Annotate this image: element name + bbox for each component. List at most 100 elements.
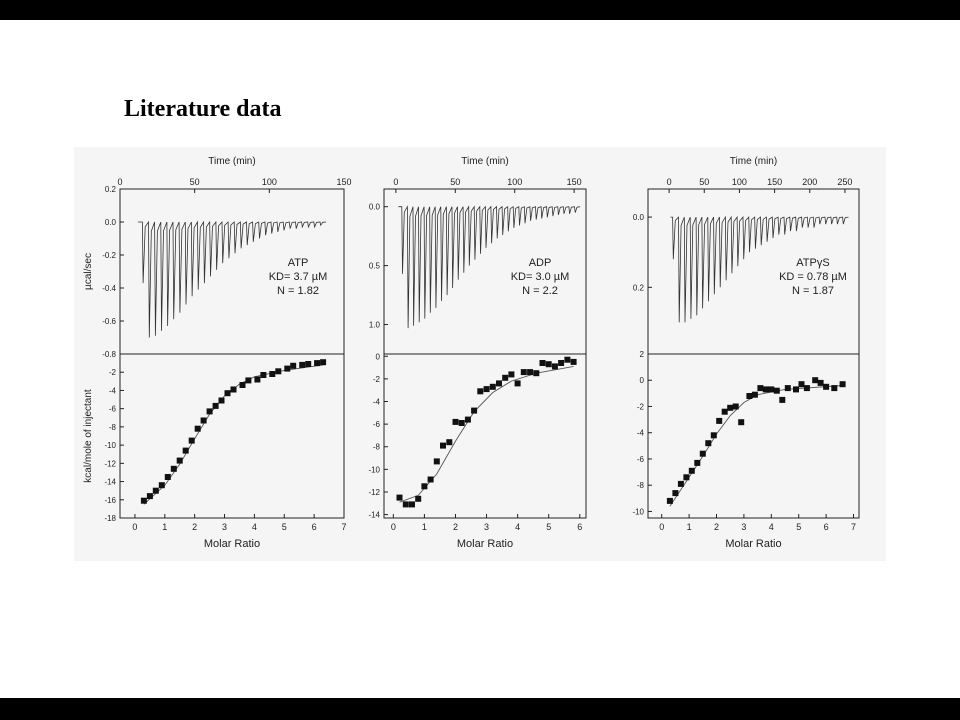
kd-value: KD= 3.0 µM — [511, 271, 570, 283]
raw-heat-trace — [137, 220, 327, 338]
x-tick-label: 250 — [837, 177, 852, 187]
data-point — [508, 371, 515, 378]
y-tick-label: -6 — [637, 455, 645, 464]
bottom-y-axis-label: kcal/mole of injectant — [83, 389, 94, 483]
y-tick-label: -8 — [637, 481, 645, 490]
data-point — [677, 480, 684, 487]
data-point — [170, 465, 177, 472]
y-tick-label: -16 — [104, 496, 116, 505]
x-tick-label: 0 — [393, 177, 398, 187]
y-tick-label: -0.8 — [102, 350, 116, 359]
data-point — [471, 407, 478, 414]
data-point — [446, 439, 453, 446]
data-point — [751, 391, 758, 398]
x-tick-label: 6 — [577, 522, 582, 532]
data-point — [433, 458, 440, 465]
y-tick-label: -0.6 — [102, 317, 116, 326]
integrated-panel-frame — [119, 353, 345, 519]
data-point — [230, 386, 237, 393]
data-point — [206, 408, 213, 415]
y-tick-label: -10 — [632, 507, 644, 516]
data-point — [218, 397, 225, 404]
y-tick-label: -4 — [373, 398, 381, 407]
x-tick-label: 4 — [515, 522, 520, 532]
y-tick-label: -10 — [368, 465, 380, 474]
top-y-axis-label: µcal/sec — [83, 253, 94, 290]
data-point — [672, 490, 679, 497]
data-point — [140, 497, 147, 504]
x-tick-label: 2 — [714, 522, 719, 532]
data-point — [570, 358, 577, 365]
data-point — [533, 370, 540, 377]
x-tick-label: 50 — [190, 177, 200, 187]
data-point — [699, 450, 706, 457]
y-tick-label: -6 — [373, 420, 381, 429]
data-point — [793, 386, 799, 393]
data-point — [284, 365, 291, 372]
data-point — [784, 385, 791, 392]
x-tick-label: 4 — [252, 522, 257, 532]
ligand-label: ATP — [288, 257, 309, 269]
data-point — [738, 419, 745, 426]
x-tick-label: 0 — [391, 522, 396, 532]
y-tick-label: 0.0 — [369, 203, 381, 212]
y-tick-label: -8 — [109, 423, 117, 432]
data-point — [757, 385, 764, 392]
x-tick-label: 7 — [341, 522, 346, 532]
y-tick-label: -4 — [637, 429, 645, 438]
data-point — [409, 501, 415, 508]
x-tick-label: 7 — [851, 522, 856, 532]
y-tick-label: -10 — [104, 441, 116, 450]
x-tick-label: 100 — [262, 177, 277, 187]
data-point — [305, 361, 312, 367]
x-tick-label: 0 — [659, 522, 664, 532]
y-tick-label: 0.0 — [105, 218, 117, 227]
y-tick-label: 0.2 — [105, 185, 117, 194]
integrated-panel-frame — [383, 353, 587, 519]
data-point — [762, 386, 769, 393]
data-point — [269, 371, 276, 377]
data-point — [527, 369, 534, 376]
y-tick-label: -2 — [109, 368, 117, 377]
y-tick-label: 0 — [640, 376, 645, 385]
x-tick-label: 0 — [117, 177, 122, 187]
y-tick-label: -2 — [373, 375, 381, 384]
x-tick-label: 3 — [484, 522, 489, 532]
bottom-x-axis-label: Molar Ratio — [204, 538, 260, 550]
data-point — [798, 381, 805, 388]
raw-heat-trace — [398, 205, 581, 329]
data-point — [551, 363, 558, 370]
data-point — [564, 356, 571, 363]
data-point — [458, 420, 465, 426]
data-point — [558, 360, 565, 366]
bottom-black-bar — [0, 698, 960, 720]
x-tick-label: 5 — [796, 522, 801, 532]
data-point — [396, 494, 403, 501]
y-tick-label: 0.0 — [633, 213, 645, 222]
data-point — [152, 487, 159, 494]
data-point — [290, 362, 297, 369]
y-tick-label: -18 — [104, 514, 116, 523]
data-point — [254, 376, 261, 383]
fit-curve — [669, 385, 843, 507]
integrated-panel-frame — [647, 353, 860, 519]
data-point — [539, 360, 546, 366]
data-point — [224, 390, 231, 397]
data-point — [831, 385, 838, 392]
data-point — [489, 383, 496, 390]
y-tick-label: -4 — [109, 386, 117, 395]
data-point — [705, 440, 712, 447]
stoichiometry-value: N = 2.2 — [522, 285, 558, 297]
x-tick-label: 6 — [312, 522, 317, 532]
x-tick-label: 4 — [769, 522, 774, 532]
data-point — [440, 442, 446, 449]
x-tick-label: 1 — [162, 522, 167, 532]
data-point — [164, 474, 171, 480]
top-black-bar — [0, 0, 960, 20]
y-tick-label: 1.0 — [369, 321, 381, 330]
raw-heat-trace — [670, 215, 849, 323]
kd-value: KD = 0.78 µM — [779, 271, 847, 283]
data-point — [779, 396, 786, 403]
data-point — [514, 380, 521, 387]
data-point — [823, 383, 830, 390]
